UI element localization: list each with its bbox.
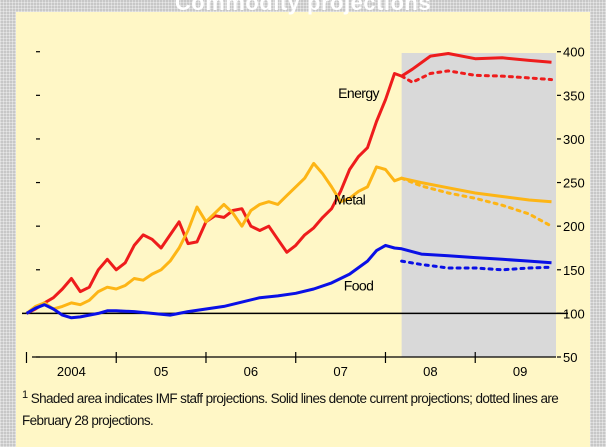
x-tick-label: 06 [244,364,258,379]
series-food-line [25,243,552,320]
series-metal-line [25,161,552,315]
x-tick-label: 08 [423,364,437,379]
x-tick-label: 07 [333,364,347,379]
frame-top [0,0,606,12]
projection-shade [401,53,556,357]
y-tick-label: 400 [563,45,585,60]
y-tick-label: 50 [563,350,577,365]
x-tick-label: 05 [154,364,168,379]
y-tick-label: 250 [563,176,585,191]
y-tick-label: 100 [563,306,585,321]
frame-left [0,0,16,447]
footnote-text: Shaded area indicates IMF staff projecti… [22,391,559,428]
y-tick-label: 350 [563,88,585,103]
series-energy-prev-projection [400,69,553,84]
series-metal-prev-projection [400,176,553,228]
frame-right [590,0,606,447]
series-food-prev-projection [400,259,553,272]
y-tick-label: 200 [563,219,585,234]
chart-title: Commodity projections [174,0,432,15]
footnote-marker: 1 [22,389,28,401]
y-tick-label: 150 [563,263,585,278]
x-tick-label: 2004 [57,364,86,379]
x-tick-label: 09 [513,364,527,379]
series-label-energy: Energy [338,85,379,101]
footnote: 1 Shaded area indicates IMF staff projec… [22,388,592,432]
y-tick-label: 300 [563,132,585,147]
series-label-food: Food [344,278,374,294]
series-label-metal: Metal [334,191,366,207]
